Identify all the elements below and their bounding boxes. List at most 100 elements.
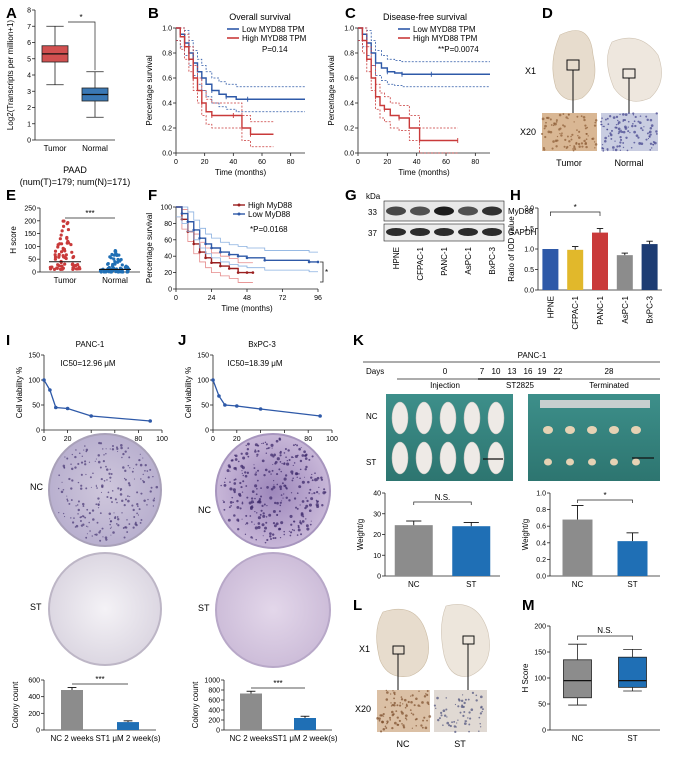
tissue-cell [576,129,578,131]
colony-dot [77,462,80,465]
tissue-cell [554,122,557,126]
colony-dot [142,473,144,476]
colony-dot [301,500,305,503]
colony-dot [259,513,262,516]
colony-dot [293,520,295,523]
e-point [106,262,110,266]
tissue-cell [638,142,642,145]
tissue-cell [453,725,457,728]
colony-dot [291,479,294,482]
colony-dot [119,493,123,496]
colony-dot [234,467,237,470]
f-point [219,264,222,268]
colony-dot [246,471,250,474]
colony-dot [301,454,305,457]
tissue-cell [640,127,643,130]
tissue-cell [555,145,558,148]
c-xtick-label: 20 [383,159,391,166]
tissue-cell [443,714,447,717]
colony-dot [303,450,306,454]
tissue-cell [382,712,385,716]
panel-g: kDa 33 37 MyD88 GAPDH HPNE CFPAC-1 PANC-1 A… [366,192,537,281]
k2-ytick-label: 0.6 [536,524,546,531]
colony-dot [115,446,118,449]
tissue-cell [428,715,432,718]
a-ytick-label: 0 [27,138,31,145]
colony-dot [133,516,136,518]
colony-dot [109,520,113,523]
b-y-label: Percentage survival [145,55,154,125]
e-point [55,266,59,270]
tissue-cell [386,722,388,725]
h-ytick-label: 2.0 [524,206,534,213]
b-ytick-label: 0.4 [162,101,172,108]
tissue-cell [629,131,631,134]
colony-dot [315,490,319,494]
a-ytick-label: 4 [27,73,31,80]
tissue-cell [610,137,613,140]
colony-dot [123,536,126,539]
i2-sig-label: *** [95,675,104,684]
tissue-cell [576,115,579,118]
j-point [235,404,239,408]
tissue-cell [462,705,465,709]
colony-dot [71,479,74,482]
a-ytick-label: 6 [27,40,31,47]
tissue-cell [604,136,607,140]
panel-d-x1-label: X1 [525,66,536,76]
panel-g-kda-label: kDa [366,192,381,201]
colony-dot [95,503,98,506]
e-point [60,264,64,268]
colony-dot [244,474,248,478]
e-point [66,239,70,243]
i-point [148,419,152,423]
b-legend-label-0: Low MYD88 TPM [242,25,305,34]
colony-dot [77,481,80,484]
colony-dot [89,476,92,479]
i-point [42,378,46,382]
tissue-cell [631,124,634,128]
tissue-cell [573,145,575,147]
panel-d: X1 X20 Tumor Normal [520,30,662,168]
f-pvalue: *P=0.0168 [250,225,288,234]
colony-dot [108,472,111,475]
tissue-cell [405,704,409,708]
colony-dot [230,504,232,507]
colony-dot [310,520,312,522]
colony-dot [105,453,107,455]
e-point [64,253,68,257]
colony-dot [80,461,84,464]
tissue-cell [400,710,403,713]
tissue-cell [461,694,464,696]
e-point [120,270,124,274]
k1-ytick-label: 0 [377,574,381,581]
colony-dot [283,462,286,464]
colony-dot [297,526,300,529]
tissue-cell [467,698,470,701]
tissue-cell [655,112,658,115]
tissue-cell [573,121,575,123]
mouse-st-2 [439,441,457,475]
colony-dot [315,503,319,507]
colony-dot [261,459,265,463]
colony-dot [280,494,283,496]
colony-dot [86,533,88,535]
colony-dot [155,485,159,489]
colony-dot [293,529,295,532]
colony-dot [261,523,265,527]
colony-dot [242,480,245,483]
colony-dot [308,458,311,461]
b-xtick-label: 60 [258,159,266,166]
e-point [59,242,64,246]
panel-label-l: L [353,597,362,614]
tissue-cell [415,697,418,701]
colony-dot [222,499,224,501]
tissue-cell [406,719,408,721]
k2-ytick-label: 0.2 [536,557,546,564]
tissue-cell [570,135,572,138]
colony-dot [242,474,244,477]
tissue-cell [424,726,428,730]
j2-category-label-0: NC 2 weeks [229,734,272,743]
colony-dot [239,481,242,485]
colony-dot [232,488,236,492]
